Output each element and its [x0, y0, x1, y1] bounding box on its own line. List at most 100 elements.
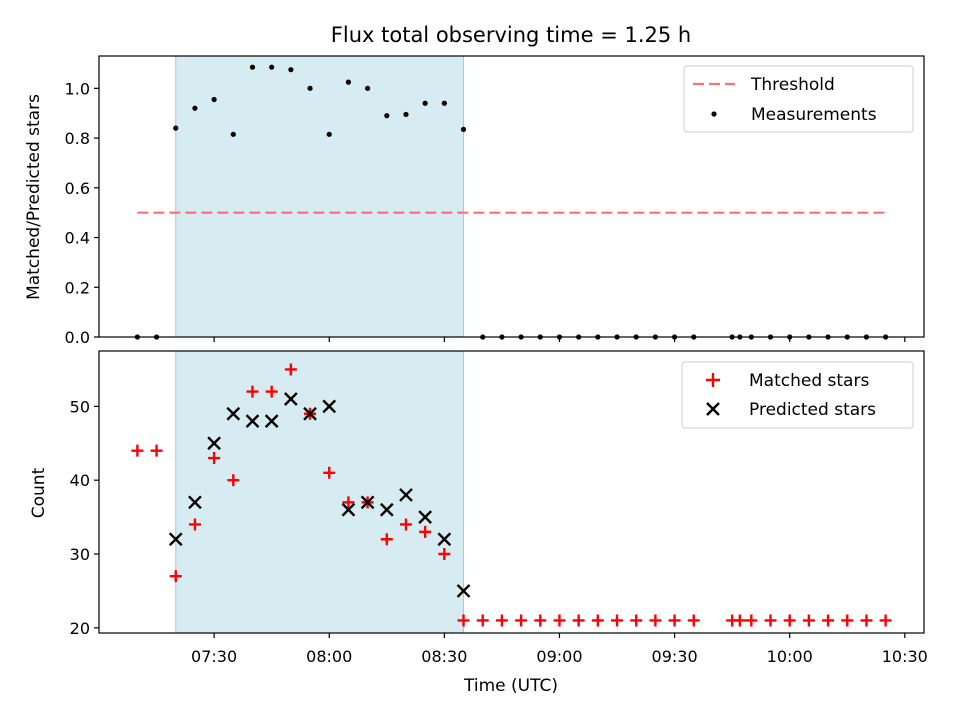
- predicted-star-point: [245, 414, 260, 428]
- predicted-stars-series: [168, 392, 471, 598]
- measurements-legend-icon: [711, 111, 717, 117]
- matched-star-point: [284, 363, 297, 376]
- predicted-star-point: [437, 532, 452, 547]
- predicted-star-point: [284, 392, 298, 406]
- matched-star-point: [188, 518, 201, 531]
- predicted-star-point: [418, 510, 433, 524]
- x-tick-label: 08:30: [421, 647, 467, 666]
- measurement-point: [441, 100, 447, 106]
- measurement-point: [384, 113, 390, 119]
- matched-star-point: [265, 385, 278, 398]
- matched-star-point: [879, 614, 892, 627]
- measurement-point: [460, 126, 467, 132]
- measurement-point: [230, 131, 236, 137]
- bottom-panel: 20 30 40 50 07:30 08:00 08:30 09:00 09:30 10:00 1…: [29, 350, 928, 696]
- measurement-point: [326, 131, 332, 137]
- predicted-star-point: [303, 406, 317, 421]
- matched-star-point: [649, 614, 662, 627]
- bottom-legend: Matched stars Predicted stars: [681, 361, 914, 429]
- matched-star-point: [783, 614, 796, 627]
- predicted-legend-label: Predicted stars: [749, 400, 876, 420]
- matched-star-point: [572, 614, 585, 627]
- measurement-point: [288, 67, 294, 73]
- bottom-y-axis: 20 30 40 50: [70, 397, 99, 638]
- matched-star-point: [553, 614, 566, 627]
- bottom-x-label: Time (UTC): [463, 676, 558, 696]
- x-tick-label: 07:30: [191, 647, 237, 666]
- matched-legend-icon: [706, 373, 720, 387]
- matched-star-point: [745, 614, 758, 627]
- y-tick-label: 0.4: [65, 229, 90, 248]
- matched-star-point: [611, 614, 624, 627]
- y-tick-label: 0.6: [65, 179, 90, 198]
- measurement-point: [173, 125, 179, 131]
- y-tick-label: 20: [70, 619, 90, 638]
- predicted-star-point: [264, 414, 279, 428]
- matched-star-point: [169, 570, 182, 583]
- matched-star-point: [802, 614, 815, 627]
- matched-star-point: [860, 614, 873, 627]
- bottom-observing-window: [175, 350, 465, 634]
- predicted-star-point: [399, 488, 413, 502]
- bottom-y-label: Count: [29, 467, 49, 518]
- measurement-point: [269, 64, 275, 70]
- top-axes-frame: [98, 55, 925, 338]
- measurement-point: [192, 105, 198, 111]
- matched-star-point: [534, 614, 547, 627]
- matched-star-point: [399, 518, 412, 531]
- x-tick-label: 10:30: [882, 647, 928, 666]
- matched-star-point: [457, 614, 470, 627]
- matched-star-point: [630, 614, 643, 627]
- x-tick-label: 10:00: [767, 647, 813, 666]
- y-tick-label: 50: [70, 397, 90, 416]
- top-legend-box: [683, 65, 914, 133]
- measurement-point: [365, 85, 371, 91]
- predicted-star-point: [168, 532, 183, 547]
- top-observing-window: [175, 55, 465, 338]
- measurement-point: [307, 85, 313, 91]
- predicted-star-point: [207, 436, 221, 451]
- top-x-ticks: [213, 337, 906, 342]
- matched-star-point: [150, 444, 163, 457]
- matched-star-point: [495, 614, 508, 627]
- measurements-legend-label: Measurements: [751, 105, 877, 125]
- predicted-star-point: [226, 406, 241, 421]
- y-tick-label: 0.0: [65, 328, 90, 347]
- top-y-label: Matched/Predicted stars: [24, 94, 44, 300]
- measurement-point: [403, 111, 409, 118]
- matched-star-point: [764, 614, 777, 627]
- x-tick-label: 09:30: [652, 647, 698, 666]
- y-tick-label: 0.2: [65, 278, 90, 297]
- predicted-star-point: [360, 495, 375, 510]
- top-legend: Threshold Measurements: [683, 65, 914, 133]
- matched-star-point: [227, 474, 240, 487]
- matched-star-point: [668, 614, 681, 627]
- matched-star-point: [591, 614, 604, 627]
- matched-star-point: [380, 533, 393, 546]
- measurement-point: [211, 96, 217, 103]
- measurement-point: [422, 100, 428, 106]
- matched-legend-label: Matched stars: [749, 371, 869, 391]
- threshold-legend-label: Threshold: [750, 75, 835, 95]
- x-tick-label: 09:00: [536, 647, 582, 666]
- matched-star-point: [841, 614, 854, 627]
- predicted-star-point: [379, 502, 394, 517]
- bottom-x-axis: 07:30 08:00 08:30 09:00 09:30 10:00 10:30: [191, 633, 928, 666]
- matched-star-point: [515, 614, 528, 627]
- matched-star-point: [419, 525, 432, 538]
- y-tick-label: 0.8: [65, 129, 90, 148]
- predicted-star-point: [322, 399, 337, 414]
- matched-star-point: [208, 452, 221, 465]
- y-tick-label: 1.0: [65, 79, 90, 98]
- measurement-point: [249, 64, 256, 70]
- predicted-star-point: [341, 502, 356, 517]
- matched-star-point: [438, 548, 451, 561]
- matched-star-point: [342, 496, 355, 509]
- matched-star-point: [246, 385, 259, 398]
- matched-star-point: [131, 444, 144, 457]
- bottom-legend-box: [681, 361, 914, 429]
- predicted-star-point: [456, 584, 471, 598]
- matched-stars-series: [131, 363, 892, 627]
- matched-star-point: [687, 614, 700, 627]
